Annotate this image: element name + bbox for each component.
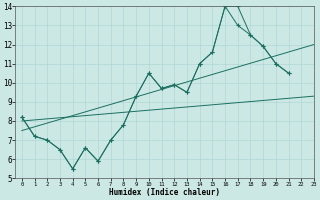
X-axis label: Humidex (Indice chaleur): Humidex (Indice chaleur) [109, 188, 220, 197]
